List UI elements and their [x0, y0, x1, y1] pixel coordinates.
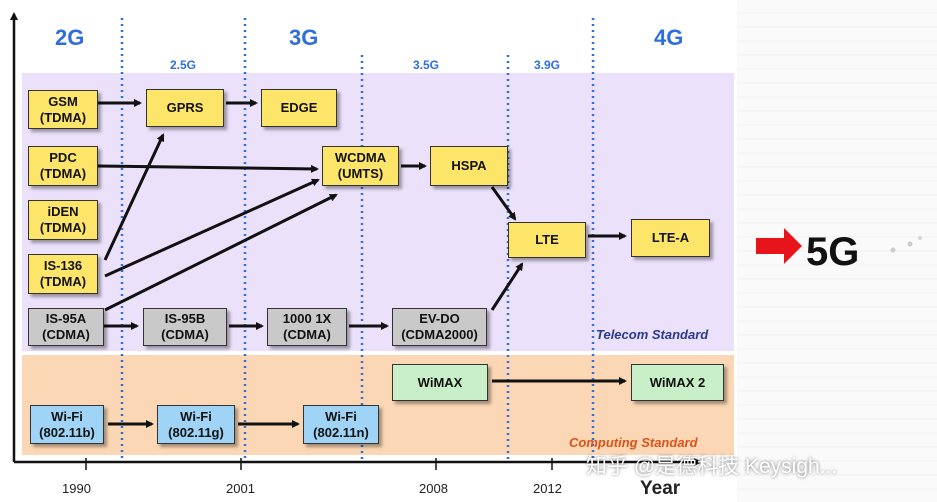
box-wimax: WiMAX: [392, 364, 488, 401]
box-lte: LTE: [508, 222, 586, 258]
gen-label-3g: 3G: [289, 25, 319, 50]
next-gen-label: 5G: [806, 230, 860, 274]
x-axis-title: Year: [640, 478, 681, 499]
box-pdc: PDC (TDMA): [28, 146, 98, 186]
decor-dot: [918, 236, 922, 240]
arrow-is95a-wcdma: [104, 193, 338, 312]
box-ev-do: EV-DO (CDMA2000): [392, 308, 487, 346]
gen-label-4g: 4G: [654, 25, 684, 50]
box-wifi-g: Wi-Fi (802.11g): [157, 405, 235, 444]
box-wifi-n: Wi-Fi (802.11n): [303, 405, 379, 444]
box-lte-a: LTE-A: [631, 219, 710, 257]
box-wifi-b: Wi-Fi (802.11b): [30, 405, 104, 444]
decor-dot: [890, 247, 896, 253]
arrow-evdo-lte: [490, 262, 524, 311]
box-hspa: HSPA: [430, 146, 508, 186]
gen-label-3-9g: 3.9G: [534, 58, 561, 72]
box-is95a: IS-95A (CDMA): [28, 308, 104, 346]
gen-label-2-5g: 2.5G: [170, 58, 197, 72]
box-1000-1x: 1000 1X (CDMA): [267, 308, 347, 346]
computing-standard-label: Computing Standard: [569, 435, 698, 450]
red-arrow-icon: [756, 228, 802, 264]
box-wimax-2: WiMAX 2: [631, 364, 724, 401]
tick-label-2001: 2001: [226, 481, 255, 496]
box-iden: iDEN (TDMA): [28, 200, 98, 240]
telecom-standard-label: Telecom Standard: [596, 327, 709, 342]
gen-label-2g: 2G: [55, 25, 85, 50]
watermark: 知乎 @是德科技 Keysigh...: [586, 455, 838, 478]
gen-label-3-5g: 3.5G: [413, 58, 440, 72]
arrow-is136-wcdma: [104, 178, 320, 278]
box-gprs: GPRS: [146, 89, 224, 127]
box-is136: IS-136 (TDMA): [28, 254, 98, 294]
decor-dot: [907, 241, 913, 247]
arrow-pdc-wcdma: [97, 164, 319, 173]
arrow-is136-gprs: [103, 133, 165, 261]
box-is95b: IS-95B (CDMA): [143, 308, 227, 346]
box-gsm: GSM (TDMA): [28, 90, 98, 129]
box-wcdma: WCDMA (UMTS): [322, 146, 399, 186]
tick-label-1990: 1990: [62, 481, 91, 496]
tick-label-2012: 2012: [533, 481, 562, 496]
telecom-band: [22, 73, 734, 351]
box-edge: EDGE: [261, 89, 337, 127]
tick-label-2008: 2008: [419, 481, 448, 496]
arrow-hspa-lte: [490, 186, 517, 221]
